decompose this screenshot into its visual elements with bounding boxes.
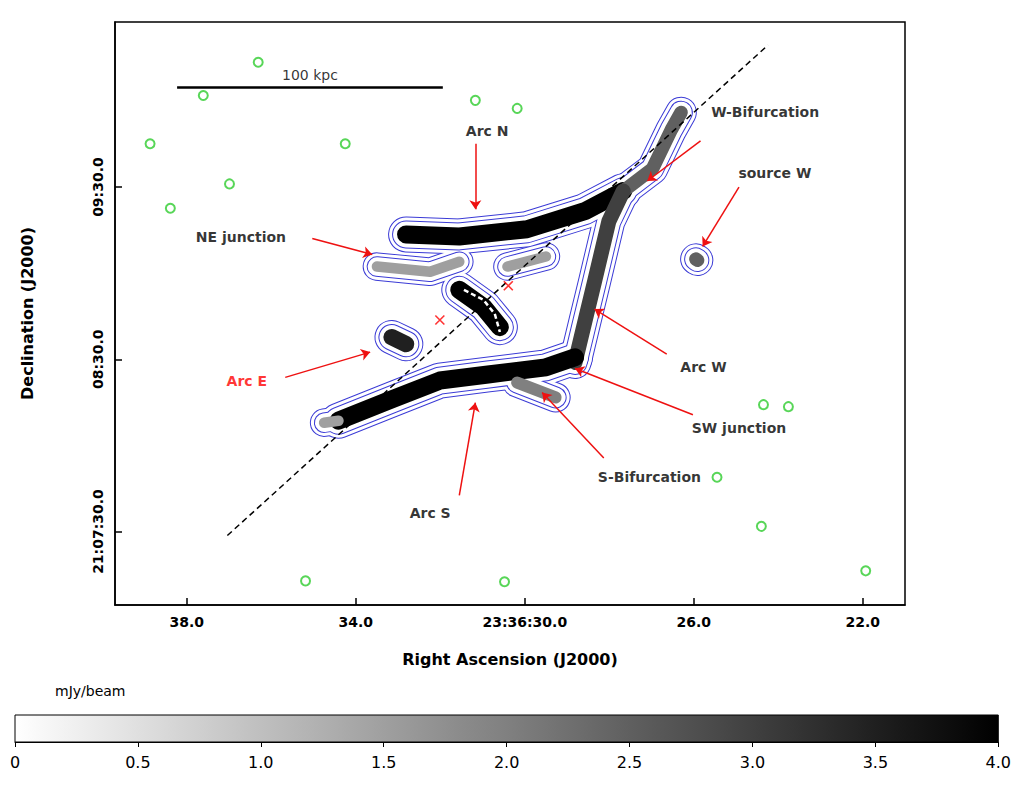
svg-text:26.0: 26.0 — [676, 614, 711, 630]
svg-text:mJy/beam: mJy/beam — [55, 683, 126, 699]
svg-text:Arc N: Arc N — [466, 123, 509, 139]
svg-text:Arc W: Arc W — [680, 359, 726, 375]
svg-text:08:30.0: 08:30.0 — [90, 329, 106, 389]
svg-text:23:36:30.0: 23:36:30.0 — [482, 614, 567, 630]
svg-text:2.5: 2.5 — [617, 753, 642, 772]
svg-text:1.5: 1.5 — [371, 753, 396, 772]
svg-text:4.0: 4.0 — [986, 753, 1011, 772]
svg-text:Arc S: Arc S — [410, 505, 451, 521]
svg-text:NE junction: NE junction — [196, 229, 286, 245]
svg-text:source W: source W — [738, 165, 811, 181]
svg-text:Right Ascension (J2000): Right Ascension (J2000) — [402, 650, 618, 669]
svg-text:22.0: 22.0 — [845, 614, 880, 630]
svg-text:34.0: 34.0 — [339, 614, 374, 630]
svg-text:0: 0 — [10, 753, 20, 772]
svg-text:1.0: 1.0 — [248, 753, 273, 772]
svg-text:0.5: 0.5 — [125, 753, 150, 772]
svg-text:09:30.0: 09:30.0 — [90, 157, 106, 217]
svg-text:2.0: 2.0 — [494, 753, 519, 772]
svg-text:Declination (J2000): Declination (J2000) — [18, 227, 37, 400]
svg-text:S-Bifurcation: S-Bifurcation — [598, 469, 701, 485]
svg-text:21:07:30.0: 21:07:30.0 — [90, 489, 106, 574]
svg-text:3.5: 3.5 — [863, 753, 888, 772]
svg-text:100 kpc: 100 kpc — [282, 67, 338, 83]
svg-text:Arc E: Arc E — [227, 373, 267, 389]
svg-text:38.0: 38.0 — [170, 614, 205, 630]
svg-text:SW junction: SW junction — [692, 420, 787, 436]
svg-text:3.0: 3.0 — [740, 753, 765, 772]
svg-text:W-Bifurcation: W-Bifurcation — [711, 104, 819, 120]
